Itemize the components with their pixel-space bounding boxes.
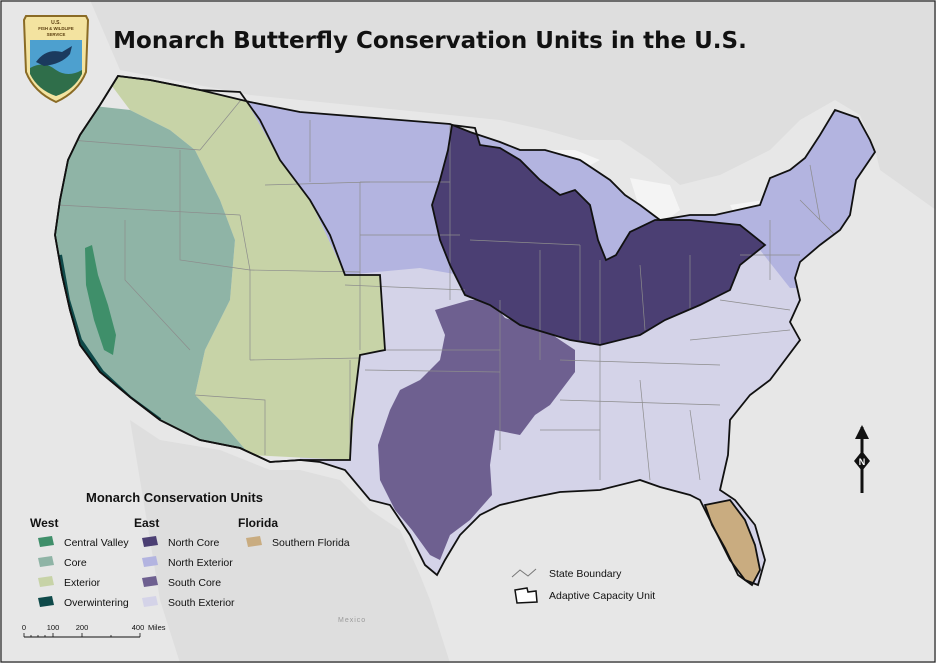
adaptive-capacity-unit-icon [514,587,538,604]
state-boundaries [57,94,841,481]
scale-tick-100: 100 [47,623,60,632]
legend-label-adaptive-capacity-unit: Adaptive Capacity Unit [549,590,655,602]
state-boundary-line-icon [511,568,537,578]
legend: Monarch Conservation Units West Central … [30,490,655,609]
legend-swatch-exterior [38,576,54,587]
legend-item-north-core: North Core [142,536,220,549]
legend-item-adaptive-capacity-unit: Adaptive Capacity Unit [514,587,655,604]
legend-label-core: Core [64,557,87,569]
legend-swatch-core [38,556,54,567]
southern-florida-region [705,500,760,585]
legend-item-overwintering: Overwintering [38,596,129,609]
place-label-mexico: Mexico [338,617,366,624]
legend-label-state-boundary: State Boundary [549,568,622,580]
central-valley-region [85,245,116,355]
legend-label-south-exterior: South Exterior [168,597,235,609]
legend-label-south-core: South Core [168,577,221,589]
legend-group-east: East [134,516,159,530]
mexico-land [130,420,450,663]
legend-swatch-south-exterior [142,596,158,607]
north-arrow-label: N [859,457,866,467]
scale-unit: Miles [148,623,166,632]
legend-swatch-central-valley [38,536,54,547]
scale-tick-200: 200 [76,623,89,632]
south-core-region [378,300,575,560]
legend-item-southern-florida: Southern Florida [246,536,350,549]
legend-item-state-boundary: State Boundary [511,568,622,580]
page-title: Monarch Butterfly Conservation Units in … [113,28,747,54]
legend-label-overwintering: Overwintering [64,597,129,609]
north-arrow-icon: N [854,425,870,493]
fws-shield-logo: U.S. FISH & WILDLIFE SERVICE [22,15,90,104]
legend-swatch-north-exterior [142,556,158,567]
legend-swatch-south-core [142,576,158,587]
scale-tick-400: 400 [132,623,145,632]
legend-item-north-exterior: North Exterior [142,556,233,569]
north-core-region [432,125,765,345]
legend-label-central-valley: Central Valley [64,537,129,549]
legend-group-west: West [30,516,58,530]
logo-text-line-3: SERVICE [47,32,66,37]
legend-item-central-valley: Central Valley [38,536,129,549]
legend-label-north-exterior: North Exterior [168,557,233,569]
legend-item-exterior: Exterior [38,576,101,589]
legend-label-exterior: Exterior [64,577,101,589]
logo-text-line-2: FISH & WILDLIFE [38,26,74,31]
scale-bar: 0 100 200 400 Miles [22,623,166,638]
legend-item-south-core: South Core [142,576,221,589]
legend-label-southern-florida: Southern Florida [272,537,350,549]
legend-swatch-overwintering [38,596,54,607]
legend-item-south-exterior: South Exterior [142,596,235,609]
logo-text-line-1: U.S. [51,20,61,26]
lake-huron [630,178,680,225]
legend-swatch-north-core [142,536,158,547]
legend-label-north-core: North Core [168,537,220,549]
legend-swatch-southern-florida [246,536,262,547]
legend-item-core: Core [38,556,87,569]
scale-tick-0: 0 [22,623,26,632]
west-exterior-region [100,76,385,460]
adaptive-capacity-unit-boundaries [54,75,877,587]
canada-land [90,0,936,210]
legend-group-florida: Florida [238,516,278,530]
legend-heading: Monarch Conservation Units [86,490,263,505]
